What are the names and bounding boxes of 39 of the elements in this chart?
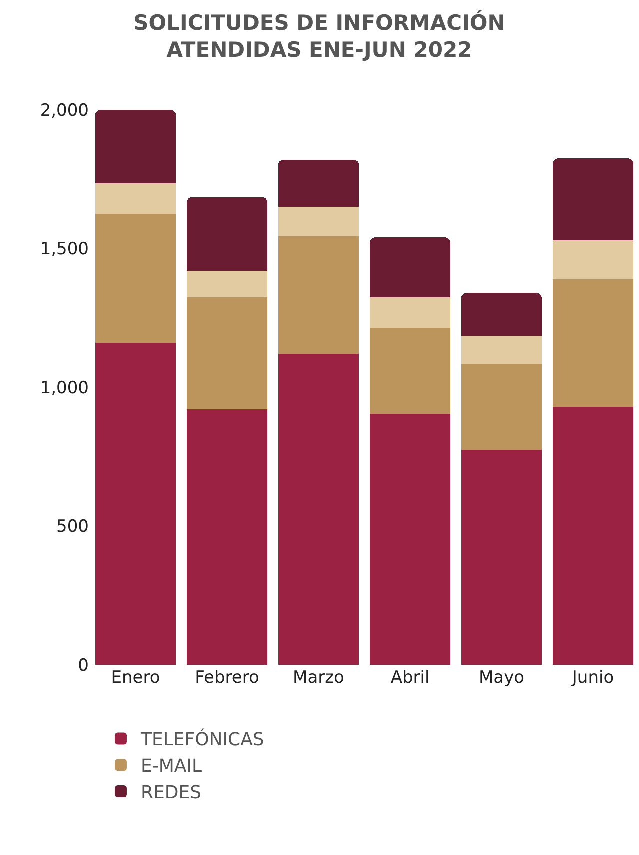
y-tick-label: 1,000 bbox=[40, 378, 89, 398]
y-tick-label: 1,500 bbox=[40, 240, 89, 260]
x-tick-label: Abril bbox=[390, 668, 430, 688]
bar bbox=[370, 238, 451, 298]
bar bbox=[278, 236, 360, 354]
x-tick-label: Febrero bbox=[195, 668, 260, 688]
bar bbox=[186, 270, 268, 298]
bar bbox=[278, 207, 360, 236]
y-tick-label: 0 bbox=[78, 656, 89, 676]
bar bbox=[186, 410, 268, 665]
legend-label: TELEFÓNICAS bbox=[140, 728, 264, 751]
bar bbox=[552, 279, 634, 407]
y-tick-label: 500 bbox=[56, 517, 89, 538]
bar bbox=[370, 297, 451, 328]
bar bbox=[552, 406, 634, 665]
bar bbox=[552, 158, 634, 240]
bar bbox=[370, 414, 451, 665]
bar bbox=[461, 450, 542, 665]
bar bbox=[278, 354, 360, 665]
y-tick-label: 2,000 bbox=[40, 100, 89, 121]
legend-label: REDES bbox=[140, 782, 202, 804]
bar bbox=[95, 184, 176, 214]
bar bbox=[461, 336, 542, 364]
bar bbox=[461, 364, 542, 450]
x-tick-label: Junio bbox=[571, 668, 614, 688]
x-tick-label: Enero bbox=[111, 668, 160, 688]
legend-label: E-MAIL bbox=[140, 756, 202, 778]
bar bbox=[95, 214, 176, 344]
chart-title: SOLICITUDES DE INFORMACIÓN ATENDIDAS ENE-JUN 2022 bbox=[134, 10, 506, 62]
bar bbox=[370, 328, 451, 414]
bar bbox=[552, 240, 634, 280]
bar bbox=[95, 110, 176, 184]
bar bbox=[461, 293, 542, 336]
bar bbox=[278, 160, 360, 208]
bar bbox=[186, 197, 268, 271]
x-tick-label: Marzo bbox=[293, 668, 344, 688]
bar bbox=[95, 343, 176, 665]
x-tick-label: Mayo bbox=[478, 668, 525, 688]
bar bbox=[186, 297, 268, 410]
